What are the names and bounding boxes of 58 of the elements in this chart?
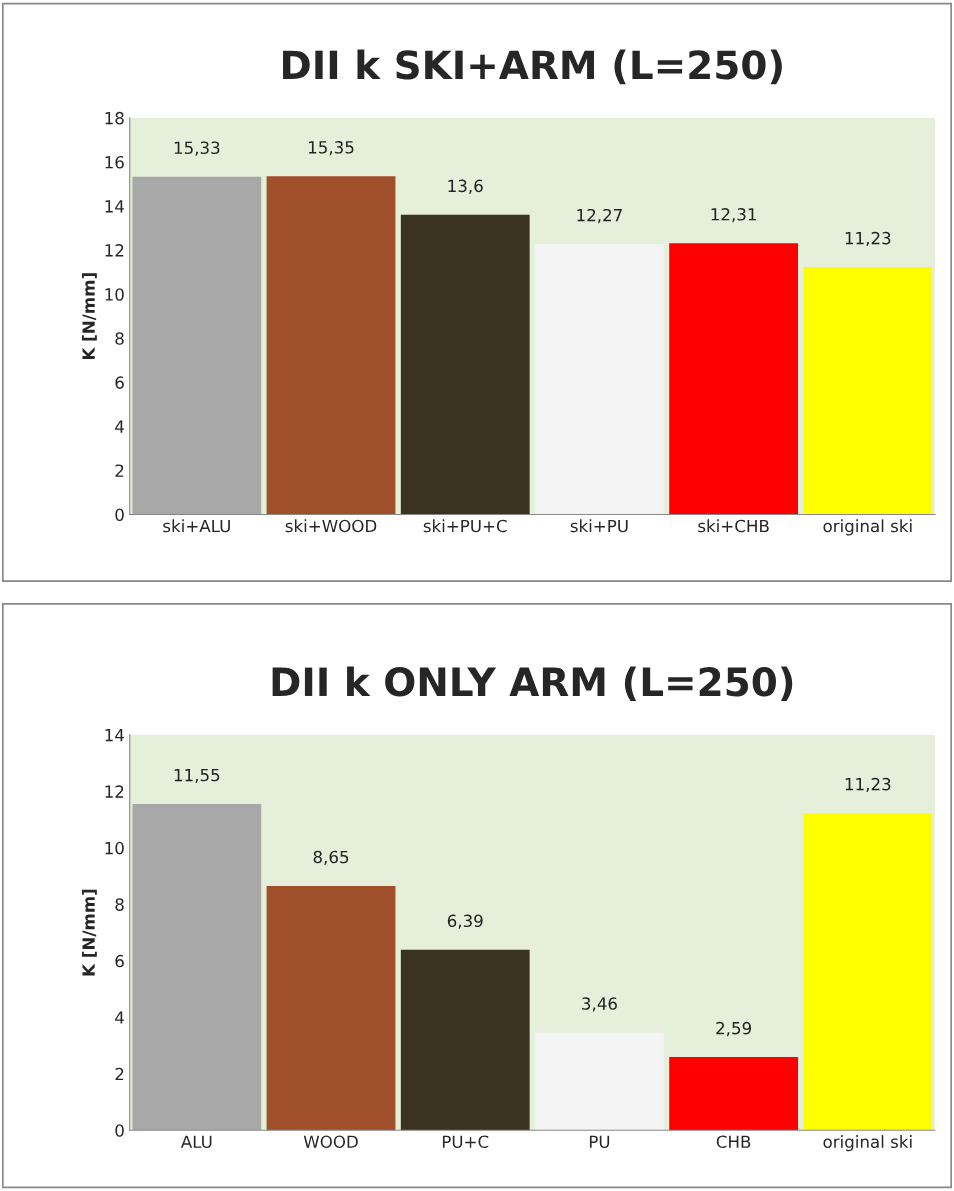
data-label: 11,23 <box>845 231 891 247</box>
chart-title: DII k SKI+ARM (L=250) <box>283 49 782 85</box>
x-tick-label: WOOD <box>303 1135 358 1149</box>
x-tick-label: ski+WOOD <box>285 519 377 533</box>
y-tick-label: 12 <box>105 785 124 798</box>
y-tick-label: 16 <box>105 155 124 169</box>
x-tick-label: ALU <box>180 1135 212 1149</box>
data-label: 11,55 <box>174 768 220 784</box>
x-tick-label: ski+CHB <box>698 519 769 533</box>
x-tick-label: ski+PU+C <box>423 519 507 533</box>
y-axis-title: K [N/mm] <box>81 889 97 976</box>
data-label: 15,35 <box>309 141 354 156</box>
y-tick-label: 8 <box>115 898 124 911</box>
y-tick-label: 6 <box>115 376 124 389</box>
bar <box>132 176 262 515</box>
y-tick-label: 6 <box>115 954 124 968</box>
data-label: 2,59 <box>716 1021 752 1037</box>
bar <box>266 885 396 1131</box>
bar <box>266 176 396 515</box>
y-tick-label: 14 <box>105 729 124 742</box>
y-tick-label: 18 <box>105 111 124 125</box>
y-tick-label: 4 <box>115 420 124 433</box>
bar <box>400 949 530 1131</box>
x-tick-label: PU+C <box>442 1135 489 1149</box>
x-tick-label: ski+PU <box>570 519 628 533</box>
y-tick-label: 2 <box>115 464 124 477</box>
x-tick-label: original ski <box>823 1135 912 1152</box>
data-label: 13,6 <box>448 179 483 194</box>
y-tick-label: 2 <box>115 1067 124 1081</box>
x-tick-label: ski+ALU <box>163 519 230 533</box>
x-tick-label: CHB <box>716 1135 751 1149</box>
y-tick-label: 0 <box>115 508 124 522</box>
y-tick-label: 12 <box>105 244 124 257</box>
data-label: 3,46 <box>582 997 617 1012</box>
bar <box>669 243 799 515</box>
data-label: 12,31 <box>711 208 756 223</box>
data-label: 15,33 <box>174 141 220 156</box>
y-tick-label: 0 <box>115 1124 124 1137</box>
data-label: 12,27 <box>577 208 622 224</box>
data-label: 11,23 <box>845 777 891 793</box>
y-tick-label: 10 <box>105 841 124 855</box>
chart-title: DII k ONLY ARM (L=250) <box>272 666 793 702</box>
bar <box>132 804 262 1131</box>
x-tick-label: original ski <box>823 519 912 536</box>
y-tick-label: 14 <box>105 200 124 213</box>
bar <box>669 1057 799 1131</box>
bar <box>535 1032 664 1131</box>
data-label: 6,39 <box>447 914 483 929</box>
data-label: 8,65 <box>313 850 349 865</box>
y-tick-label: 10 <box>105 288 124 301</box>
y-tick-label: 4 <box>115 1011 124 1024</box>
bar <box>535 244 664 515</box>
y-axis-title: K [N/mm] <box>81 273 97 360</box>
x-tick-label: PU <box>589 1135 610 1149</box>
bar <box>803 267 933 515</box>
bar <box>400 214 530 515</box>
bar <box>803 813 933 1131</box>
y-tick-label: 8 <box>115 332 124 345</box>
